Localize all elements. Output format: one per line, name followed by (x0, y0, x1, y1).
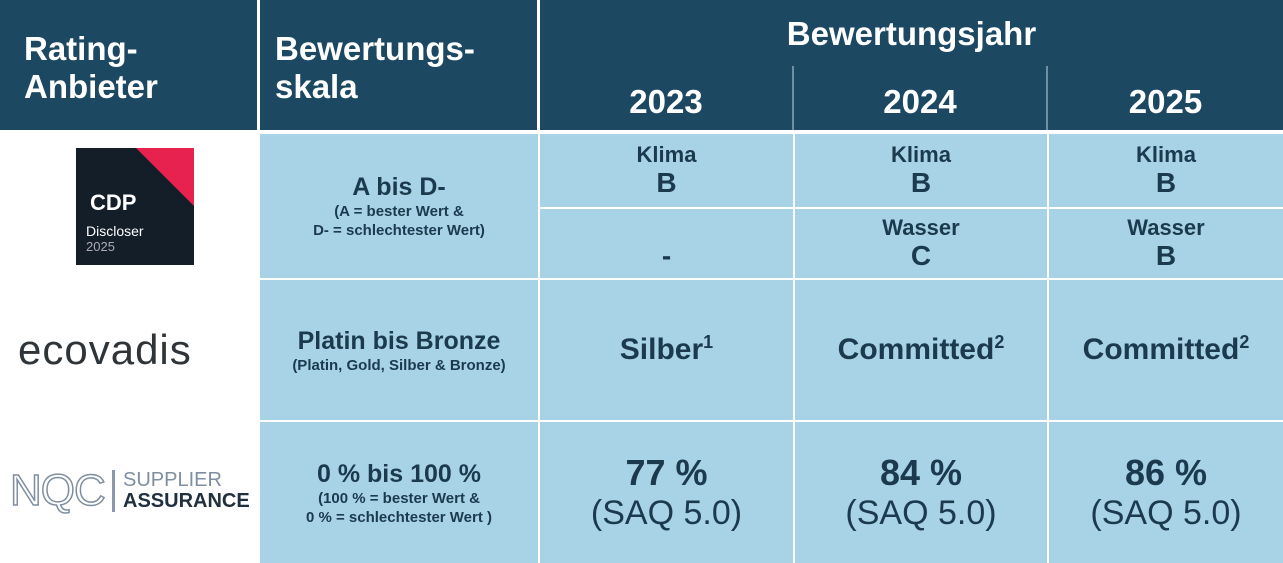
rating-text: Silber (619, 333, 704, 366)
topic: Klima (636, 141, 697, 167)
scale-note: (A = bester Wert & (334, 203, 464, 220)
ecovadis-logo: ecovadis (18, 326, 192, 373)
scale-cell: 0 % bis 100 % (100 % = bester Wert & 0 %… (260, 422, 538, 563)
cell-bg (1049, 134, 1283, 207)
cell-bg (260, 422, 538, 563)
cdp-logo: CDP Discloser 2025 (76, 148, 194, 265)
grade: - (661, 239, 672, 271)
year-group: Bewertungsjahr (786, 15, 1037, 52)
header-scale: Bewertungs- skala (275, 30, 475, 106)
scale-title: 0 % bis 100 % (317, 459, 481, 488)
rating: Committed2 (1083, 333, 1250, 367)
rating-cell: 77 % (SAQ 5.0) (540, 422, 793, 563)
cell-bg (795, 209, 1047, 278)
nqc-logo: NQC (9, 465, 106, 516)
divider (537, 0, 540, 130)
cell-bg (1049, 280, 1283, 420)
cell-bg (540, 280, 793, 420)
cell-bg (1049, 422, 1283, 563)
rating: Silber1 (620, 333, 713, 367)
scale-title: A bis D- (352, 173, 446, 201)
cell-bg (795, 134, 1047, 207)
note: (SAQ 5.0) (590, 493, 743, 532)
text: Anbieter (24, 68, 158, 105)
grade-cell: Klima B (1049, 134, 1283, 207)
scale-title: Platin bis Bronze (297, 326, 501, 355)
cell-bg (540, 209, 793, 278)
rating-cell: Committed2 (795, 280, 1047, 420)
scale-cell: A bis D- (A = bester Wert & D- = schlech… (260, 134, 538, 278)
scale-note: (100 % = bester Wert & (318, 489, 480, 507)
cell-bg (795, 422, 1047, 563)
footnote: 2 (1239, 332, 1250, 352)
text: Bewertungs- (275, 30, 475, 67)
percent: 77 % (625, 451, 708, 493)
grade-cell: Wasser B (1049, 209, 1283, 278)
scale-note: 0 % = schlechtester Wert ) (305, 508, 493, 526)
rating-text: Committed (837, 333, 995, 366)
footnote: 2 (994, 332, 1005, 352)
grade: B (1155, 239, 1177, 271)
scale-note: (Platin, Gold, Silber & Bronze) (292, 356, 506, 374)
grade: B (656, 166, 677, 198)
divider (257, 0, 260, 130)
grade: B (910, 166, 932, 198)
grade: C (910, 239, 932, 271)
logo-text: Discloser (86, 223, 144, 239)
divider (1046, 66, 1048, 130)
cell-bg (1049, 209, 1283, 278)
rating-text: Committed (1082, 333, 1240, 366)
year: 2025 (1128, 83, 1203, 120)
topic: Wasser (882, 214, 960, 240)
logo-text: ASSURANCE (123, 490, 250, 512)
cell-bg (795, 280, 1047, 420)
scale-cell: Platin bis Bronze (Platin, Gold, Silber … (260, 280, 538, 420)
text: skala (275, 68, 358, 105)
topic: Wasser (1127, 214, 1205, 240)
grade-cell: Wasser C (795, 209, 1047, 278)
year: 2023 (629, 83, 703, 120)
logo-bar (112, 470, 115, 512)
header-bg (0, 0, 1283, 130)
grade: B (1155, 166, 1177, 198)
cell-bg (260, 280, 538, 420)
cell-bg (260, 134, 538, 278)
rating-cell: 84 % (SAQ 5.0) (795, 422, 1047, 563)
header-provider: Rating- Anbieter (24, 30, 158, 106)
rating-cell: Silber1 (540, 280, 793, 420)
logo-shape (136, 148, 194, 206)
text: Rating- (24, 30, 138, 67)
logo-brand: CDP (90, 190, 137, 215)
topic: Klima (891, 141, 951, 167)
grade-cell: Klima B (795, 134, 1047, 207)
divider (792, 66, 794, 130)
footnote: 1 (703, 332, 714, 352)
cell-bg (540, 134, 793, 207)
scale-note: D- = schlechtester Wert) (313, 222, 485, 239)
rating-cell: 86 % (SAQ 5.0) (1049, 422, 1283, 563)
rating-cell: Committed2 (1049, 280, 1283, 420)
percent: 86 % (1124, 451, 1208, 493)
year: 2024 (883, 83, 957, 120)
topic: Klima (1136, 141, 1196, 167)
grade-cell: - (540, 209, 793, 278)
percent: 84 % (879, 451, 963, 493)
rating: Committed2 (838, 333, 1005, 367)
note: (SAQ 5.0) (1090, 493, 1242, 532)
logo-text: SUPPLIER (123, 469, 222, 491)
note: (SAQ 5.0) (845, 493, 997, 532)
cell-bg (540, 422, 793, 563)
logo-text: 2025 (86, 239, 115, 254)
grade-cell: Klima B (540, 134, 793, 207)
